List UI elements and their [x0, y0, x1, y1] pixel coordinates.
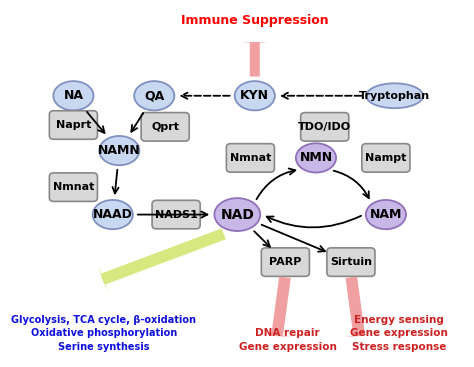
FancyBboxPatch shape — [301, 113, 349, 141]
Text: Energy sensing
Gene expression
Stress response: Energy sensing Gene expression Stress re… — [350, 315, 448, 352]
Text: Glycolysis, TCA cycle, β-oxidation
Oxidative phosphorylation
Serine synthesis: Glycolysis, TCA cycle, β-oxidation Oxida… — [11, 315, 197, 352]
Ellipse shape — [99, 136, 139, 165]
FancyBboxPatch shape — [141, 113, 189, 141]
FancyBboxPatch shape — [227, 143, 274, 172]
Text: Sirtuin: Sirtuin — [330, 257, 372, 267]
FancyBboxPatch shape — [49, 173, 98, 201]
Text: NAD: NAD — [220, 208, 254, 222]
Text: NAM: NAM — [370, 208, 402, 221]
Text: Naprt: Naprt — [56, 120, 91, 130]
FancyBboxPatch shape — [49, 111, 98, 139]
Text: Tryptophan: Tryptophan — [359, 91, 430, 101]
FancyBboxPatch shape — [152, 200, 200, 229]
FancyBboxPatch shape — [261, 248, 310, 276]
Ellipse shape — [214, 198, 260, 231]
Text: NAAD: NAAD — [93, 208, 133, 221]
Text: Nmnat: Nmnat — [230, 153, 271, 163]
Text: Immune Suppression: Immune Suppression — [181, 14, 328, 27]
Text: Qprt: Qprt — [151, 122, 179, 132]
Ellipse shape — [53, 81, 93, 110]
Text: DNA repair
Gene expression: DNA repair Gene expression — [238, 328, 337, 352]
Text: QA: QA — [144, 89, 164, 102]
Text: NMN: NMN — [300, 152, 333, 164]
Text: NAMN: NAMN — [98, 144, 141, 157]
FancyBboxPatch shape — [362, 143, 410, 172]
Ellipse shape — [366, 200, 406, 229]
FancyBboxPatch shape — [327, 248, 375, 276]
Text: Nampt: Nampt — [365, 153, 407, 163]
Ellipse shape — [134, 81, 174, 110]
Ellipse shape — [92, 200, 133, 229]
Text: TDO/IDO: TDO/IDO — [298, 122, 351, 132]
Text: NA: NA — [64, 89, 83, 102]
Text: Nmnat: Nmnat — [53, 182, 94, 192]
Text: PARP: PARP — [269, 257, 301, 267]
Ellipse shape — [366, 83, 423, 108]
Text: NADS1: NADS1 — [155, 210, 198, 219]
Text: KYN: KYN — [240, 89, 269, 102]
Ellipse shape — [296, 143, 336, 172]
Ellipse shape — [235, 81, 275, 110]
